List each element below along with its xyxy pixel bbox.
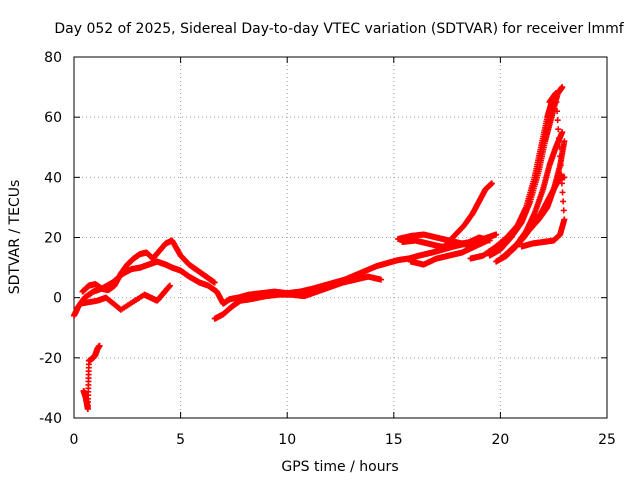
data-point [555, 126, 562, 133]
series-scattered-drops [77, 282, 173, 313]
data-point [558, 171, 565, 178]
series-outlier-early-negative [80, 342, 103, 412]
x-tick-label-1: 5 [176, 432, 185, 448]
data-point [493, 231, 500, 238]
data-points [71, 84, 568, 412]
data-point [555, 135, 562, 142]
data-point [557, 153, 564, 160]
data-point [561, 138, 568, 145]
plot-frame [73, 56, 608, 419]
y-tick-label-2: 0 [53, 291, 62, 307]
x-tick-label-5: 25 [598, 432, 616, 448]
series-sat-b-rise [486, 84, 566, 259]
y-tick-label-1: -20 [39, 351, 62, 367]
data-point [556, 144, 563, 151]
y-tick-label-5: 60 [44, 110, 62, 126]
x-tick-label-0: 0 [70, 432, 79, 448]
data-point [546, 99, 553, 106]
y-tick-label-0: -40 [39, 411, 62, 427]
x-tick-label-4: 20 [491, 432, 509, 448]
data-point [560, 207, 567, 214]
data-point [559, 84, 566, 91]
series-sat-e-rise [501, 138, 568, 259]
y-tick-label-6: 80 [44, 50, 62, 66]
data-point [559, 129, 566, 136]
data-point [561, 216, 568, 223]
data-point [560, 198, 567, 205]
data-point [469, 243, 476, 250]
data-point [484, 237, 491, 244]
series-early-rise [444, 180, 495, 247]
data-point [561, 174, 568, 181]
y-tick-label-4: 40 [44, 170, 62, 186]
data-point [559, 189, 566, 196]
series-lower-band [211, 273, 385, 322]
data-point [488, 180, 495, 187]
data-point [557, 162, 564, 169]
series-upper-start-trace [79, 237, 218, 295]
chart-title: Day 052 of 2025, Sidereal Day-to-day VTE… [54, 21, 624, 37]
data-point [166, 282, 173, 289]
data-point [554, 117, 561, 124]
x-tick-label-3: 15 [385, 432, 403, 448]
series-sat-f-tail [518, 90, 568, 250]
grid-lines [74, 57, 607, 418]
y-tick-label-3: 20 [44, 231, 62, 247]
y-axis-label: SDTVAR / TECUs [7, 180, 23, 295]
series-low-band-16-19 [407, 237, 491, 268]
x-tick-label-2: 10 [278, 432, 296, 448]
data-point [553, 99, 560, 106]
data-point [378, 276, 385, 283]
x-axis-label: GPS time / hours [281, 459, 398, 475]
data-point [211, 279, 218, 286]
data-point [554, 108, 561, 115]
axis-ticks: 0 5 10 15 20 25 -40 -20 0 20 40 60 80 [39, 50, 616, 448]
data-point [96, 342, 103, 349]
data-point [558, 180, 565, 187]
